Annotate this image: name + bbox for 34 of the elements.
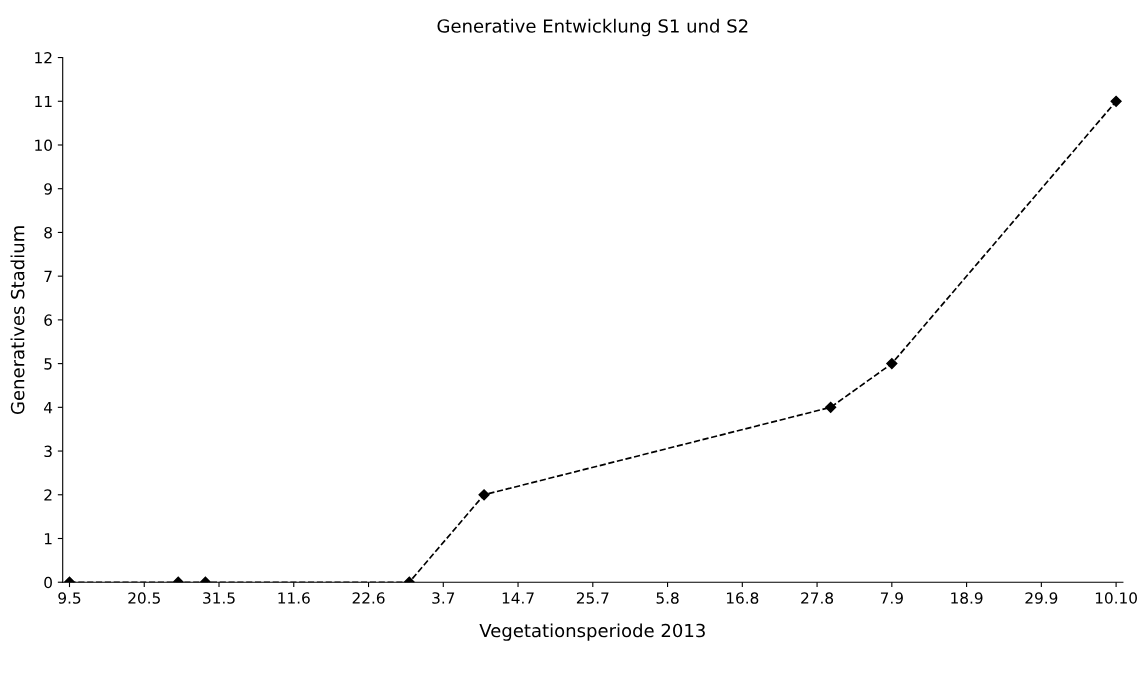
chart-title: Generative Entwicklung S1 und S2 — [437, 18, 748, 37]
y-tick-label: 6 — [44, 314, 53, 326]
x-tick-label: 9.5 — [58, 592, 81, 604]
x-tick-label: 29.9 — [1025, 592, 1058, 604]
y-tick-label: 11 — [35, 95, 52, 108]
y-tick-label: 3 — [44, 445, 52, 458]
point — [825, 401, 837, 413]
y-tick-label: 7 — [44, 270, 52, 282]
y-tick-label: 12 — [35, 52, 52, 64]
y-tick-label: 8 — [44, 226, 52, 239]
y-tick-label: 10 — [35, 139, 52, 152]
x-tick-label: 10.10 — [1095, 592, 1137, 604]
x-tick-label: 3.7 — [432, 592, 455, 604]
x-tick-label: 20.5 — [128, 592, 160, 604]
y-tick-label: 0 — [44, 576, 52, 589]
x-tick-label: 22.6 — [352, 592, 385, 604]
x-tick-label: 11.6 — [278, 592, 310, 604]
y-tick-label: 9 — [44, 183, 52, 195]
x-tick-label: 27.8 — [801, 592, 834, 604]
point — [886, 358, 898, 370]
y-tick-label: 4 — [44, 401, 53, 414]
x-axis-title: Vegetationsperiode 2013 — [479, 623, 705, 641]
point — [1110, 95, 1122, 107]
x-tick-label: 31.5 — [203, 592, 235, 604]
x-tick-label: 7.9 — [880, 592, 903, 604]
x-tick-label: 25.7 — [576, 592, 609, 604]
y-tick-label: 5 — [44, 358, 52, 370]
y-axis-title: Generatives Stadium — [10, 226, 25, 415]
x-tick-label: 5.8 — [656, 592, 679, 604]
y-tick-label: 2 — [44, 489, 52, 501]
x-tick-label: 14.7 — [502, 592, 534, 604]
x-tick-label: 16.8 — [726, 592, 759, 604]
y-tick-label: 1 — [44, 533, 52, 545]
x-tick-label: 18.9 — [951, 592, 983, 604]
